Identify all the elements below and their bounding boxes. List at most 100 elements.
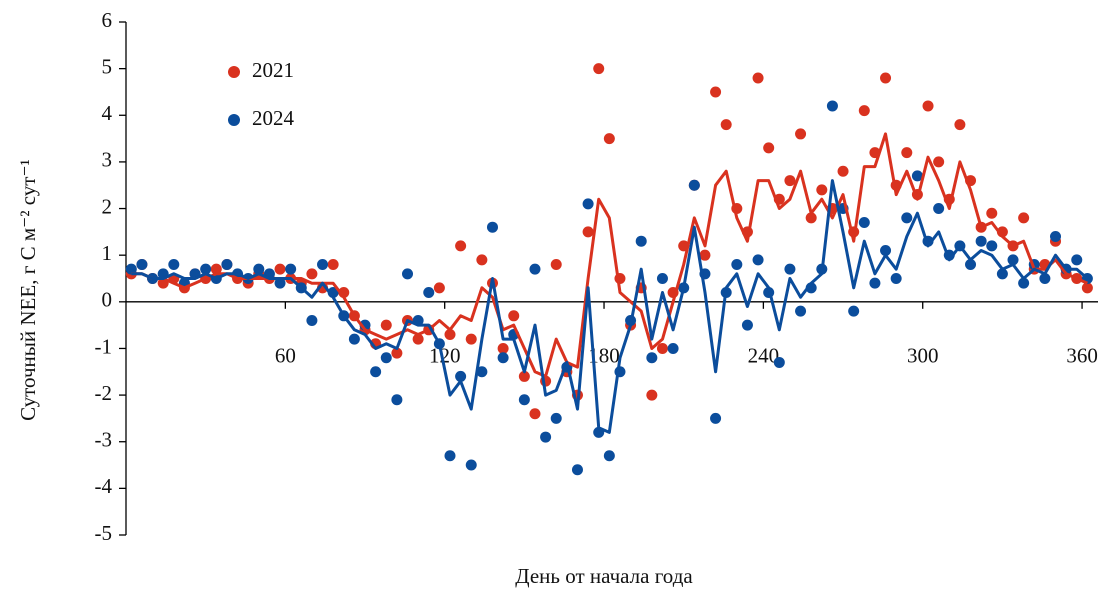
data-point (518, 370, 530, 382)
data-point (763, 142, 775, 154)
y-tick-label: 4 (102, 101, 113, 125)
data-point (816, 184, 828, 196)
data-point (380, 319, 392, 331)
data-point (465, 333, 477, 345)
data-point (402, 268, 414, 280)
data-point (1050, 231, 1062, 243)
data-point (317, 259, 329, 271)
data-point (848, 305, 860, 317)
data-point (486, 221, 498, 233)
data-point (380, 352, 392, 364)
data-point (136, 259, 148, 271)
y-tick-label: 6 (102, 8, 113, 32)
data-point (433, 282, 445, 294)
data-point (975, 235, 987, 247)
data-point (285, 263, 297, 275)
y-tick-label: -2 (95, 381, 113, 405)
y-tick-label: 2 (102, 194, 113, 218)
x-tick-label: 60 (275, 344, 296, 368)
data-point (603, 450, 615, 462)
y-tick-label: 3 (102, 148, 113, 172)
data-point (200, 263, 212, 275)
smoothed-line (131, 179, 1089, 434)
data-point (858, 217, 870, 229)
y-axis-label: Суточный NEE, г С м⁻² сут⁻¹ (16, 159, 40, 421)
data-point (1018, 212, 1030, 224)
data-point (497, 352, 509, 364)
data-point (1007, 254, 1019, 266)
data-point (901, 147, 913, 159)
data-point (582, 226, 594, 238)
data-point (508, 310, 520, 322)
data-point (646, 389, 658, 401)
data-point (1071, 254, 1083, 266)
data-point (656, 273, 668, 284)
data-point (327, 259, 339, 271)
data-point (869, 277, 881, 289)
data-point (795, 305, 807, 317)
data-point (529, 408, 541, 420)
data-point (635, 235, 647, 247)
data-point (306, 314, 318, 326)
data-point (444, 450, 456, 462)
data-point (986, 207, 998, 219)
data-point (880, 72, 892, 84)
data-point (550, 259, 562, 271)
data-point (125, 263, 137, 275)
data-point (890, 273, 902, 284)
data-point (550, 412, 562, 424)
data-point (582, 198, 594, 210)
x-tick-label: 360 (1066, 344, 1098, 368)
data-point (370, 366, 382, 378)
data-point (210, 263, 222, 275)
data-point (518, 394, 530, 406)
legend-marker (228, 66, 240, 78)
data-point (476, 254, 488, 266)
data-point (391, 394, 403, 406)
data-point (391, 347, 403, 359)
data-point (1018, 277, 1030, 289)
data-point (274, 263, 286, 275)
data-point (752, 254, 764, 266)
legend-label: 2024 (252, 106, 295, 130)
data-point (805, 212, 817, 224)
data-point (784, 263, 796, 275)
data-point (455, 240, 467, 252)
data-point (996, 268, 1008, 280)
data-point (752, 72, 764, 84)
legend-marker (228, 114, 240, 126)
data-point (911, 170, 923, 182)
data-point (603, 133, 615, 145)
data-point (306, 268, 318, 280)
data-point (667, 342, 679, 354)
data-point (497, 342, 509, 354)
data-point (274, 277, 286, 289)
data-point (699, 249, 711, 261)
data-point (656, 342, 668, 354)
data-point (837, 165, 849, 177)
data-point (540, 431, 552, 443)
data-point (933, 156, 945, 168)
data-point (168, 259, 180, 271)
data-point (465, 459, 477, 471)
legend-label: 2021 (252, 58, 294, 82)
data-point (476, 366, 488, 378)
y-tick-label: -3 (95, 428, 113, 452)
data-point (965, 259, 977, 271)
data-point (593, 63, 605, 75)
y-tick-label: -4 (95, 474, 113, 498)
y-tick-label: 0 (102, 288, 113, 312)
data-point (710, 86, 722, 98)
data-point (529, 263, 541, 275)
data-point (688, 179, 700, 191)
y-tick-label: -1 (95, 334, 113, 358)
data-point (901, 212, 913, 224)
data-point (423, 286, 435, 298)
x-tick-label: 300 (907, 344, 939, 368)
data-point (646, 352, 658, 364)
data-point (348, 333, 360, 345)
data-point (826, 100, 838, 112)
data-point (986, 240, 998, 252)
data-point (412, 333, 424, 345)
